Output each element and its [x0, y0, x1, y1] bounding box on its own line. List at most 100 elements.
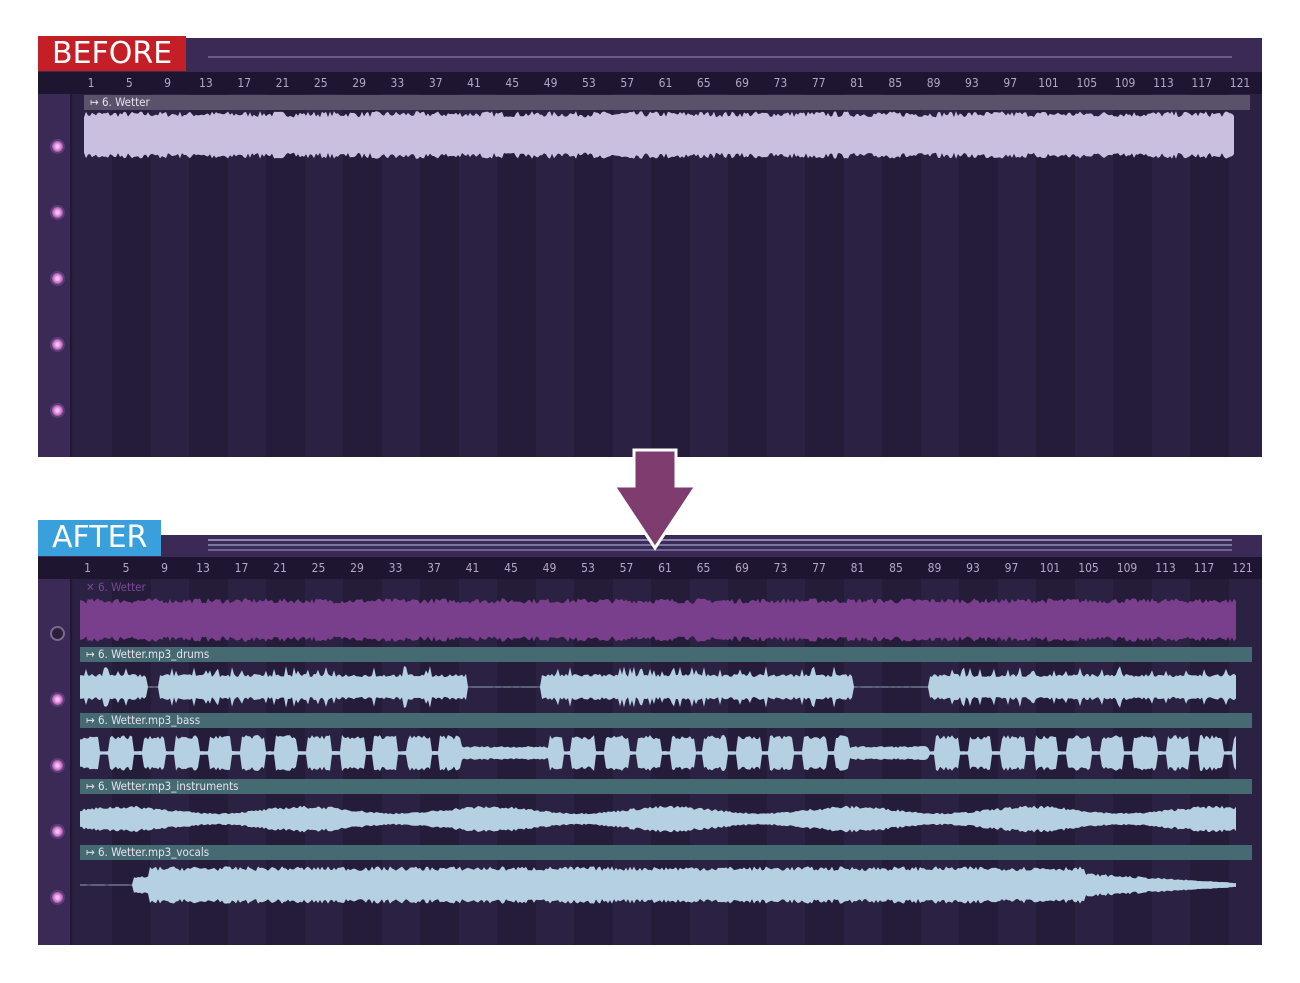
- bass-waveform[interactable]: [80, 733, 1236, 773]
- vocals-waveform[interactable]: [80, 863, 1236, 907]
- ruler-tick: 21: [275, 76, 290, 90]
- ruler-tick: 81: [850, 76, 864, 90]
- ruler-tick: 117: [1193, 561, 1215, 575]
- ruler-tick: 105: [1078, 561, 1099, 575]
- ruler-tick: 57: [619, 561, 634, 575]
- ruler-tick: 77: [811, 76, 826, 90]
- track-mute-led[interactable]: [52, 892, 63, 903]
- track-headers: [38, 579, 72, 945]
- track-mute-led[interactable]: [52, 760, 63, 771]
- ruler-tick: 33: [390, 76, 405, 90]
- audio-clip-waveform[interactable]: [84, 110, 1234, 160]
- before-label: BEFORE: [38, 36, 187, 71]
- ruler-tick: 69: [735, 561, 749, 575]
- ruler-tick: 117: [1191, 76, 1212, 90]
- ruler-tick: 5: [125, 76, 133, 90]
- clip-header[interactable]: ↦ 6. Wetter.mp3_vocals: [80, 845, 1252, 860]
- ruler-tick: 89: [927, 561, 942, 575]
- ruler-tick: 45: [505, 76, 520, 90]
- ruler-tick: 109: [1116, 561, 1138, 575]
- ruler-tick: 101: [1038, 76, 1059, 90]
- waveform-shape: [80, 866, 1236, 904]
- muted-x-icon: ✕: [86, 580, 98, 594]
- timeline-ruler[interactable]: 1 5 9 13 17 21 25 29 33 37 41 45 49 53 57 61 65 69 73 77 81 8…: [38, 72, 1262, 94]
- ruler-tick: 109: [1114, 76, 1136, 90]
- ruler-tick: 77: [812, 561, 826, 575]
- arrow-clip-icon: ↦: [86, 713, 98, 727]
- arrow-down-icon: [611, 448, 699, 551]
- ruler-tick: 121: [1232, 561, 1253, 575]
- waveform-shape: [80, 598, 1236, 642]
- after-label: AFTER: [38, 520, 162, 556]
- drums-waveform[interactable]: [80, 665, 1236, 709]
- ruler-tick: 21: [273, 561, 287, 575]
- arrow-clip-icon: ↦: [86, 647, 98, 661]
- ruler-tick: 57: [620, 76, 635, 90]
- ruler-tick: 37: [427, 561, 441, 575]
- ruler-tick: 85: [889, 561, 903, 575]
- ruler-tick: 73: [773, 561, 788, 575]
- ruler-tick: 1: [87, 76, 95, 90]
- arrow-clip-icon: ↦: [90, 95, 102, 109]
- arrow-clip-icon: ↦: [86, 779, 98, 793]
- arrow-clip-icon: ↦: [86, 845, 98, 859]
- waveform-shape: [80, 805, 1236, 833]
- toolbar: [38, 38, 1262, 72]
- waveform-shape: [80, 735, 1236, 771]
- ruler-tick: 45: [504, 561, 518, 575]
- ruler-tick: 25: [311, 561, 326, 575]
- ruler-tick: 9: [164, 76, 172, 90]
- ruler-tick: 73: [773, 76, 788, 90]
- ruler-tick: 101: [1039, 561, 1061, 575]
- ruler-tick: 113: [1153, 76, 1174, 90]
- playlist-after: 1 5 9 13 17 21 25 29 33 37 41 45 49 53 57 61 65 69 73 77 81 8…: [38, 535, 1262, 945]
- track-mute-led[interactable]: [52, 405, 63, 416]
- ruler-tick: 69: [735, 76, 749, 90]
- track-mute-led[interactable]: [52, 207, 63, 218]
- ruler-tick: 17: [237, 76, 252, 90]
- ruler-tick: 41: [465, 561, 480, 575]
- audio-clip-waveform-muted[interactable]: [80, 597, 1236, 643]
- ruler-tick: 37: [428, 76, 443, 90]
- ruler-tick: 89: [926, 76, 941, 90]
- ruler-tick: 53: [581, 561, 595, 575]
- ruler-tick: 49: [543, 76, 558, 90]
- ruler-tick: 81: [850, 561, 865, 575]
- ruler-tick: 41: [467, 76, 481, 90]
- ruler-tick: 97: [1003, 76, 1018, 90]
- ruler-tick: 29: [350, 561, 364, 575]
- ruler-tick: 17: [234, 561, 249, 575]
- ruler-tick: 29: [352, 76, 366, 90]
- track-mute-led[interactable]: [52, 339, 63, 350]
- clip-header[interactable]: ↦ 6. Wetter.mp3_instruments: [80, 779, 1252, 794]
- waveform-shape: [80, 666, 1236, 708]
- track-mute-led-off[interactable]: [52, 628, 63, 639]
- ruler-tick: 25: [313, 76, 328, 90]
- track-mute-led[interactable]: [52, 826, 63, 837]
- timeline-ruler[interactable]: 1 5 9 13 17 21 25 29 33 37 41 45 49 53 57 61 65 69 73 77 81 8…: [38, 557, 1262, 579]
- ruler-tick: 13: [199, 76, 213, 90]
- clip-header-muted[interactable]: ✕ 6. Wetter: [86, 580, 146, 594]
- ruler-tick: 53: [582, 76, 596, 90]
- track-mute-led[interactable]: [52, 273, 63, 284]
- ruler-tick: 65: [696, 76, 711, 90]
- ruler-tick: 49: [542, 561, 557, 575]
- ruler-tick: 93: [966, 561, 980, 575]
- ruler-tick: 61: [658, 76, 673, 90]
- ruler-tick: 5: [122, 561, 130, 575]
- ruler-tick: 97: [1004, 561, 1019, 575]
- playlist-before: 1 5 9 13 17 21 25 29 33 37 41 45 49 53 57 61 65 69 73 77 81 8…: [38, 38, 1262, 457]
- instruments-waveform[interactable]: [80, 801, 1236, 837]
- ruler-tick: 1: [84, 561, 91, 575]
- track-mute-led[interactable]: [52, 694, 63, 705]
- toolbar: [38, 535, 1262, 557]
- clip-header[interactable]: ↦ 6. Wetter.mp3_bass: [80, 713, 1252, 728]
- ruler-tick: 9: [161, 561, 168, 575]
- ruler-tick: 113: [1155, 561, 1176, 575]
- track-mute-led[interactable]: [52, 141, 63, 152]
- ruler-tick: 121: [1229, 76, 1251, 90]
- ruler-tick: 33: [388, 561, 403, 575]
- clip-header[interactable]: ↦ 6. Wetter.mp3_drums: [80, 647, 1252, 662]
- ruler-tick: 93: [965, 76, 979, 90]
- clip-header[interactable]: ↦ 6. Wetter: [84, 95, 1250, 110]
